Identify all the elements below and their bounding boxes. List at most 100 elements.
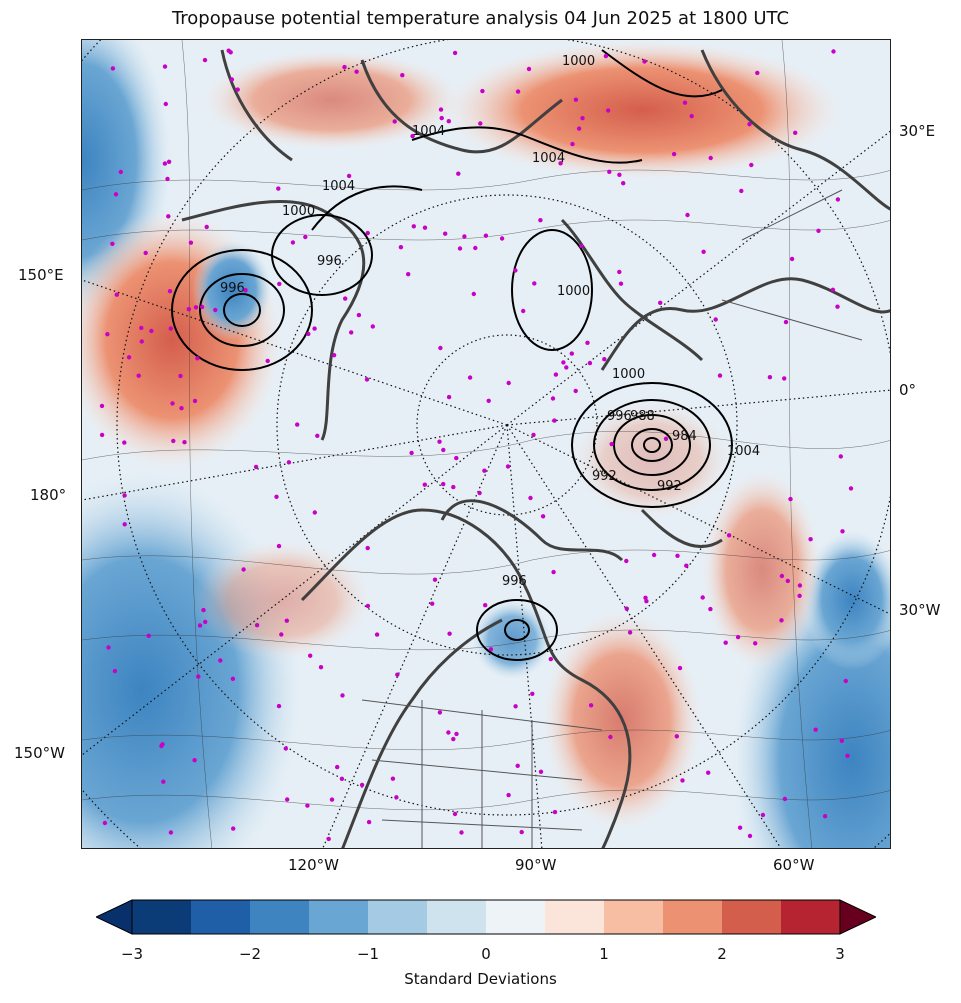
contour-label: 1004: [532, 151, 565, 166]
station-marker: [254, 623, 260, 628]
station-marker: [483, 603, 488, 608]
station-marker: [218, 658, 223, 663]
station-marker: [737, 825, 743, 830]
station-marker: [188, 240, 194, 245]
station-marker: [118, 169, 123, 175]
station-marker: [513, 704, 518, 709]
station-marker: [438, 345, 443, 351]
station-marker: [483, 233, 489, 238]
station-marker: [318, 665, 324, 670]
station-marker: [456, 171, 461, 176]
thin-contours: [82, 40, 890, 848]
station-marker: [797, 593, 802, 598]
station-marker: [430, 601, 435, 606]
station-marker: [165, 176, 170, 182]
station-marker: [779, 573, 785, 579]
station-marker: [366, 819, 372, 825]
station-marker: [788, 496, 793, 502]
station-marker: [451, 736, 456, 742]
colorbar-segment: [250, 900, 310, 934]
station-marker: [199, 304, 205, 310]
station-marker: [689, 113, 694, 119]
station-marker: [624, 558, 629, 564]
station-marker: [506, 380, 511, 386]
station-marker: [531, 432, 536, 438]
station-marker: [588, 703, 594, 708]
station-marker: [663, 436, 669, 441]
contour-label: 996: [607, 409, 632, 424]
station-marker: [182, 440, 187, 445]
contour-label-group: 1004 1004 1004 1000 996 996 1000 1000 99…: [220, 54, 760, 589]
station-marker: [99, 432, 105, 438]
station-marker: [326, 836, 331, 842]
station-marker: [843, 678, 848, 684]
station-marker: [167, 289, 173, 294]
station-marker: [532, 281, 537, 286]
station-marker: [793, 130, 798, 135]
station-marker: [168, 830, 174, 835]
station-marker: [285, 797, 290, 802]
station-marker: [143, 250, 148, 256]
station-marker: [406, 272, 411, 277]
borders: [361, 189, 863, 848]
station-marker: [394, 795, 399, 800]
contour-label: 1000: [562, 54, 595, 69]
station-marker: [785, 578, 790, 584]
station-marker: [192, 398, 198, 404]
station-marker: [480, 88, 485, 94]
station-marker: [643, 595, 648, 600]
station-marker: [782, 376, 787, 381]
colorbar-segment: [132, 900, 192, 934]
station-marker: [346, 173, 352, 179]
station-marker: [830, 287, 836, 292]
station-marker: [441, 447, 446, 453]
station-marker: [627, 630, 633, 635]
station-marker: [457, 246, 463, 251]
colorbar-tick: 1: [599, 945, 609, 963]
station-marker: [443, 231, 448, 236]
station-marker: [422, 225, 428, 230]
lon-label: 120°W: [288, 856, 339, 874]
station-marker: [437, 710, 443, 715]
anomaly-positive-pacific: [192, 540, 372, 660]
anomaly-positive-n: [442, 40, 842, 180]
station-marker: [439, 115, 444, 121]
station-marker: [658, 300, 663, 305]
lon-label: 180°: [30, 486, 67, 504]
station-marker: [312, 326, 317, 331]
colorbar-tick: 0: [481, 945, 491, 963]
station-marker: [335, 764, 340, 770]
station-marker: [471, 291, 476, 297]
station-marker: [459, 830, 464, 835]
station-marker: [122, 522, 127, 527]
station-marker: [432, 577, 438, 582]
station-marker: [813, 727, 818, 732]
station-marker: [202, 57, 208, 63]
station-marker: [365, 230, 370, 236]
graticule: [82, 40, 890, 848]
station-marker: [398, 245, 404, 250]
station-marker: [329, 797, 335, 802]
lon-label: 0°: [899, 381, 917, 399]
station-marker: [521, 308, 526, 314]
station-marker: [726, 533, 732, 538]
coastlines: [181, 49, 890, 848]
station-marker: [168, 326, 173, 331]
contour-label: 984: [672, 429, 697, 444]
station-marker: [411, 224, 416, 229]
station-marker: [195, 356, 200, 361]
station-marker: [779, 618, 784, 623]
station-marker: [110, 66, 116, 71]
station-marker: [186, 307, 191, 312]
station-marker: [409, 450, 414, 456]
station-marker: [840, 529, 845, 534]
station-marker: [390, 776, 396, 781]
colorbar-label: Standard Deviations: [404, 970, 557, 988]
station-marker: [548, 656, 553, 662]
station-marker: [680, 778, 685, 783]
station-marker: [110, 241, 115, 246]
station-marker: [570, 141, 575, 147]
anomaly-positive-atlantic: [702, 470, 822, 670]
station-marker: [162, 64, 168, 69]
station-marker: [580, 116, 585, 121]
